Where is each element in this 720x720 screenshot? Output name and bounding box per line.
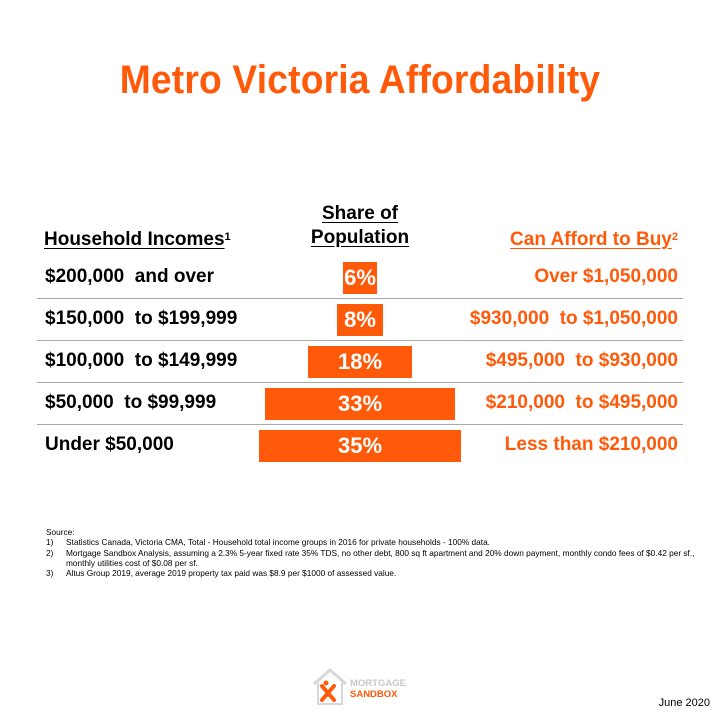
source-notes: Source: 1) Statistics Canada, Victoria CM… xyxy=(46,527,706,578)
income-bracket-label: $50,000 to $99,999 xyxy=(45,392,217,413)
logo-roof-icon xyxy=(313,668,347,686)
population-share-bar xyxy=(259,430,461,462)
can-afford-header-label: Can Afford to Buy xyxy=(510,229,672,250)
income-bracket-label: $200,000 and over xyxy=(45,266,214,287)
source-note-number: 2) xyxy=(46,547,54,558)
table-row: $150,000 to $199,999 $930,000 to $1,050,0… xyxy=(37,298,683,341)
population-share-label: 6% xyxy=(344,265,376,290)
household-incomes-header: Household Incomes1 xyxy=(44,228,231,252)
logo-text-line1: MORTGAGE xyxy=(350,678,406,689)
source-note-text: Altus Group 2019, average 2019 property … xyxy=(66,568,397,579)
income-bracket-label: Under $50,000 xyxy=(45,434,174,455)
population-share-label: 18% xyxy=(337,349,383,374)
population-share-bar xyxy=(308,346,412,378)
mortgage-sandbox-logo: MORTGAGE SANDBOX xyxy=(313,668,406,705)
can-afford-footnote-ref: 2 xyxy=(671,231,678,243)
income-bracket-label: $100,000 to $149,999 xyxy=(45,350,238,371)
can-afford-value: $210,000 to $495,000 xyxy=(485,392,678,413)
can-afford-value: Over $1,050,000 xyxy=(534,266,678,287)
table-row: Under $50,000 Less than $210,000 xyxy=(37,424,683,466)
table-row: $50,000 to $99,999 $210,000 to $495,000 xyxy=(37,382,683,425)
household-incomes-header-label: Household Incomes xyxy=(44,229,225,250)
share-header-line2: Population xyxy=(310,227,410,248)
population-share-bar xyxy=(337,304,383,336)
population-share-label: 35% xyxy=(337,433,383,458)
source-note-text: Mortgage Sandbox Analysis, assuming a 2.… xyxy=(66,547,695,568)
source-note-number: 1) xyxy=(46,537,54,548)
source-note-2: 2) Mortgage Sandbox Analysis, assuming a … xyxy=(46,548,706,569)
share-of-population-header: Share of Population xyxy=(300,202,420,250)
logo-house-icon xyxy=(317,683,343,705)
can-afford-value: $930,000 to $1,050,000 xyxy=(469,308,678,329)
logo-text-line2: SANDBOX xyxy=(350,689,398,700)
source-note-3: 3) Altus Group 2019, average 2019 propert… xyxy=(46,568,706,578)
income-bracket-label: $150,000 to $199,999 xyxy=(45,308,238,329)
source-label: Source: xyxy=(46,527,75,537)
source-note-text: Statistics Canada, Victoria CMA, Total -… xyxy=(66,537,490,548)
table-row: $100,000 to $149,999 $495,000 to $930,000 xyxy=(37,340,683,383)
population-share-bar xyxy=(342,262,378,294)
population-share-label: 8% xyxy=(344,307,376,332)
can-afford-value: Less than $210,000 xyxy=(504,434,678,455)
source-note-1: 1) Statistics Canada, Victoria CMA, Total… xyxy=(46,537,706,547)
table-row: $200,000 and over Over $1,050,000 xyxy=(37,256,683,299)
population-share-label: 33% xyxy=(337,391,383,416)
can-afford-header: Can Afford to Buy2 xyxy=(510,228,678,252)
can-afford-value: $495,000 to $930,000 xyxy=(485,350,678,371)
logo-x-icon xyxy=(320,684,336,702)
source-note-number: 3) xyxy=(46,568,54,579)
page-title: Metro Victoria Affordability xyxy=(119,58,601,102)
share-header-line1: Share of xyxy=(321,203,399,224)
report-date: June 2020 xyxy=(658,697,710,709)
population-share-bar xyxy=(265,388,455,420)
logo-figure-icon xyxy=(323,680,329,686)
household-incomes-footnote-ref: 1 xyxy=(224,231,231,243)
